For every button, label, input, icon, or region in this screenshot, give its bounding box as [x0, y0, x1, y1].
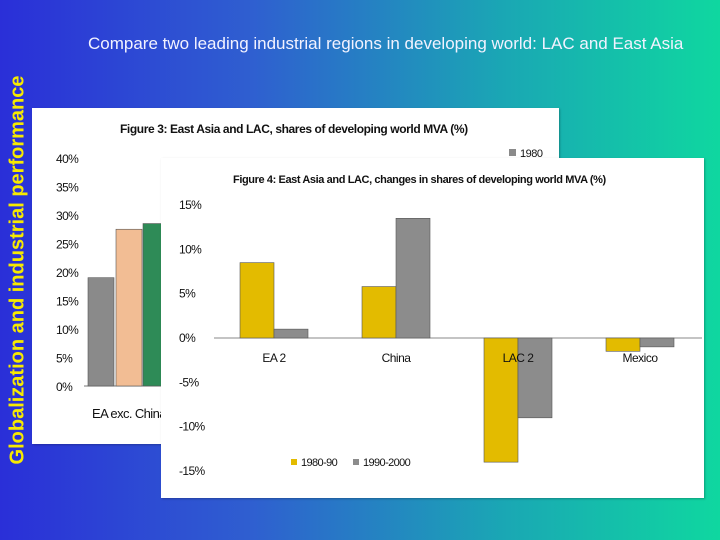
figure-4-ytick-label: 0% — [179, 331, 196, 345]
figure-3-ytick-label: 35% — [56, 181, 79, 195]
figure-4-ytick-label: -15% — [179, 464, 206, 478]
figure-4-ytick-label: 10% — [179, 242, 202, 256]
figure-3-ytick-label: 25% — [56, 238, 79, 252]
figure-4-bar — [273, 328, 309, 339]
figure-4-ytick-label: -10% — [179, 420, 206, 434]
figure-4-legend-swatch — [353, 459, 359, 465]
figure-4-chart: Figure 4: East Asia and LAC, changes in … — [179, 174, 702, 478]
figure-4-title: Figure 4: East Asia and LAC, changes in … — [233, 174, 607, 186]
figure-3-bar — [115, 228, 143, 387]
figure-4-bar — [517, 337, 553, 419]
figure-3-ytick-label: 10% — [56, 323, 79, 337]
figure-3-legend-swatch — [509, 149, 516, 156]
figure-4-bar — [361, 286, 397, 339]
figure-4-ytick-label: -5% — [179, 375, 199, 389]
side-title-container: Globalization and industrial performance — [2, 0, 34, 540]
figure-3-ytick-label: 20% — [56, 266, 79, 280]
figure-4-bar — [239, 262, 275, 339]
figure-4-panel: Figure 4: East Asia and LAC, changes in … — [161, 158, 704, 498]
figure-4-legend-label: 1990-2000 — [363, 457, 411, 469]
figure-3-legend-label: 1980 — [520, 148, 543, 160]
figure-3-ytick-label: 5% — [56, 352, 73, 366]
figure-3-category-label: EA exc. China — [92, 406, 167, 421]
figure-4-bar — [605, 337, 641, 352]
figure-4-ytick-label: 5% — [179, 287, 196, 301]
figure-4-category-label: EA 2 — [262, 351, 286, 365]
side-title: Globalization and industrial performance — [6, 75, 29, 465]
figure-4-bar — [639, 337, 675, 348]
figure-4-category-label: LAC 2 — [503, 351, 535, 365]
figure-3-ytick-label: 0% — [56, 380, 73, 394]
figure-4-ytick-label: 15% — [179, 198, 202, 212]
figure-4-legend-swatch — [291, 459, 297, 465]
figure-4-legend-label: 1980-90 — [301, 457, 338, 469]
figure-3-chart: Figure 3: East Asia and LAC, shares of d… — [56, 122, 543, 421]
figure-4-category-label: Mexico — [622, 351, 658, 365]
figure-3-title: Figure 3: East Asia and LAC, shares of d… — [120, 122, 468, 136]
figure-3-ytick-label: 15% — [56, 295, 79, 309]
figure-3-bar — [87, 277, 115, 387]
slide-heading: Compare two leading industrial regions i… — [88, 34, 684, 53]
figure-4-category-label: China — [382, 351, 412, 365]
figure-3-ytick-label: 30% — [56, 209, 79, 223]
figure-4-bar — [395, 217, 431, 339]
figure-3-ytick-label: 40% — [56, 152, 79, 166]
